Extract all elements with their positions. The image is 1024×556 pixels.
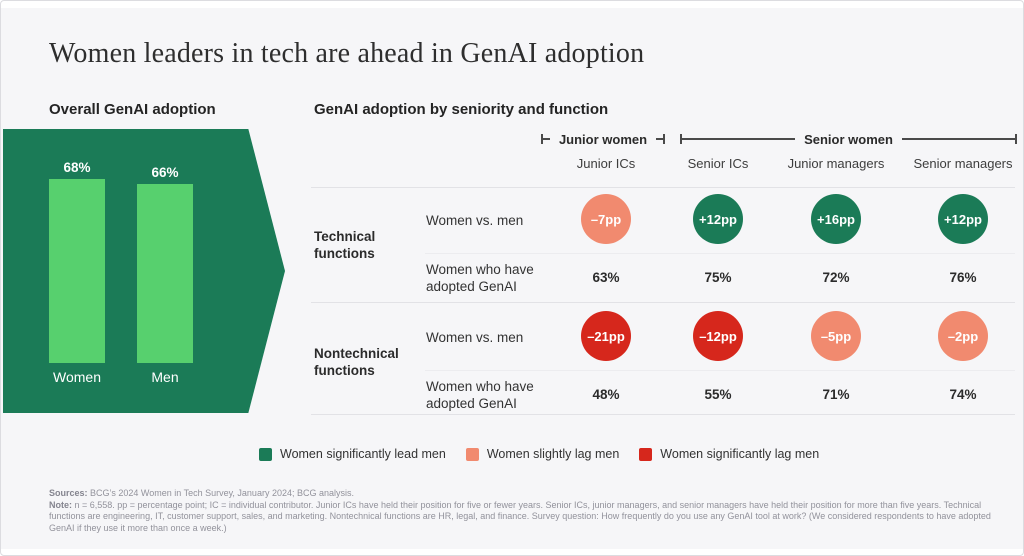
bracket-line — [656, 138, 663, 140]
sources-line: Sources: BCG’s 2024 Women in Tech Survey… — [49, 488, 1011, 500]
sources-text: BCG’s 2024 Women in Tech Survey, January… — [87, 488, 354, 498]
column-header-senior-managers: Senior managers — [913, 156, 1013, 171]
pp-badge-tech-senior-ics: +12pp — [693, 194, 743, 244]
technical-functions-label: Technical functions — [314, 229, 376, 261]
pp-badge-nontech-junior-ics: –21pp — [581, 311, 631, 361]
adoption-nontech-junior-managers: 71% — [822, 387, 850, 402]
footnotes: Sources: BCG’s 2024 Women in Tech Survey… — [49, 488, 1011, 534]
women-bar — [49, 179, 105, 363]
adoption-tech-senior-ics: 75% — [704, 270, 732, 285]
senior-women-bracket: Senior women — [680, 131, 1018, 147]
bracket-line — [682, 138, 796, 140]
adoption-nontech-senior-managers: 74% — [949, 387, 977, 402]
note-label: Note: — [49, 499, 72, 510]
legend-item-lead: Women significantly lead men — [259, 447, 446, 461]
row-label-women-vs-men: Women vs. men — [426, 330, 524, 345]
legend-item-sig-lag: Women significantly lag men — [639, 447, 819, 461]
overall-adoption-heading: Overall GenAI adoption — [49, 101, 216, 118]
junior-women-group-label: Junior women — [558, 131, 648, 147]
men-bar — [137, 184, 193, 363]
junior-women-bracket: Junior women — [541, 131, 665, 147]
column-header-junior-ics: Junior ICs — [576, 156, 636, 171]
row-label-women-adopted: Women who have adopted GenAI — [426, 262, 534, 294]
nontechnical-functions-label: Nontechnical functions — [314, 346, 399, 378]
page-title: Women leaders in tech are ahead in GenAI… — [49, 38, 645, 69]
note-text: n = 6,558. pp = percentage point; IC = i… — [49, 499, 991, 533]
men-bar-label: Men — [151, 369, 179, 385]
sources-label: Sources: — [49, 488, 88, 498]
adoption-tech-junior-managers: 72% — [822, 270, 850, 285]
adoption-nontech-junior-ics: 48% — [592, 387, 620, 402]
row-label-women-adopted: Women who have adopted GenAI — [426, 379, 534, 411]
pp-badge-tech-senior-managers: +12pp — [938, 194, 988, 244]
bracket-tick — [541, 134, 543, 144]
overall-adoption-arrow-panel: 68% 66% Women Men — [3, 129, 285, 413]
table-divider — [311, 302, 1015, 303]
legend-label: Women significantly lead men — [280, 447, 446, 461]
men-bar-value: 66% — [151, 165, 179, 180]
legend-swatch-salmon — [465, 447, 479, 461]
pp-badge-tech-junior-ics: –7pp — [581, 194, 631, 244]
seniority-function-heading: GenAI adoption by seniority and function — [314, 101, 609, 118]
women-bar-label: Women — [53, 369, 101, 385]
legend-swatch-red — [639, 447, 653, 461]
adoption-nontech-senior-ics: 55% — [704, 387, 732, 402]
bracket-tick — [1015, 134, 1018, 144]
pp-badge-nontech-junior-managers: –5pp — [811, 311, 861, 361]
bracket-line — [543, 138, 550, 140]
column-header-junior-managers: Junior managers — [787, 156, 885, 171]
legend-label: Women slightly lag men — [486, 447, 620, 461]
pp-badge-nontech-senior-managers: –2pp — [938, 311, 988, 361]
adoption-tech-junior-ics: 63% — [592, 270, 620, 285]
table-divider — [311, 414, 1015, 415]
women-bar-value: 68% — [63, 160, 91, 175]
legend-item-slight-lag: Women slightly lag men — [465, 447, 620, 461]
column-header-senior-ics: Senior ICs — [687, 156, 749, 171]
senior-women-group-label: Senior women — [804, 131, 893, 147]
table-divider — [311, 187, 1015, 188]
adoption-tech-senior-managers: 76% — [949, 270, 977, 285]
table-inner-divider — [425, 253, 1015, 254]
pp-badge-nontech-senior-ics: –12pp — [693, 311, 743, 361]
table-inner-divider — [425, 370, 1015, 371]
legend-swatch-green — [259, 447, 272, 461]
row-label-women-vs-men: Women vs. men — [426, 213, 524, 228]
legend: Women significantly lead men Women sligh… — [259, 447, 819, 461]
note-line: Note: n = 6,558. pp = percentage point; … — [49, 500, 1011, 535]
bracket-line — [901, 138, 1016, 140]
bracket-tick — [680, 134, 682, 144]
legend-label: Women significantly lag men — [660, 447, 820, 461]
bracket-tick — [663, 134, 665, 144]
pp-badge-tech-junior-managers: +16pp — [811, 194, 861, 244]
